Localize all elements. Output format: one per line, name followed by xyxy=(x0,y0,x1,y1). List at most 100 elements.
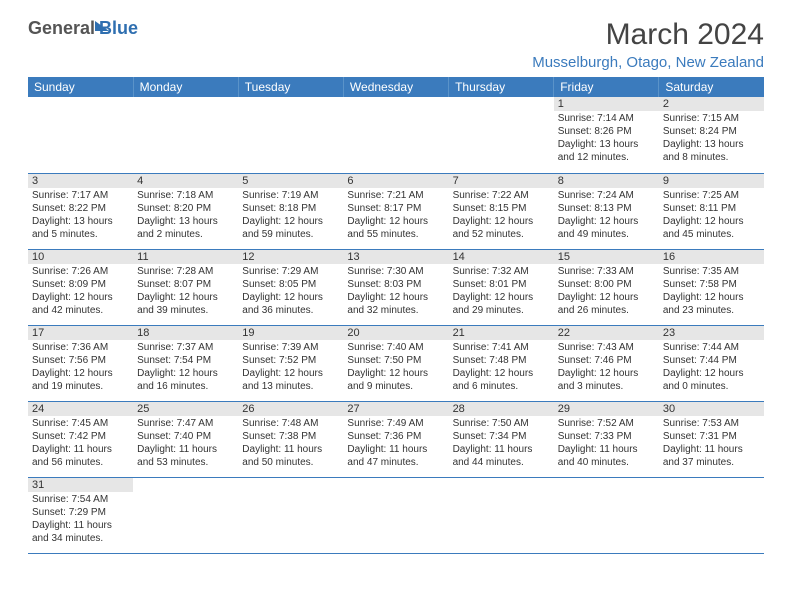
day-content: Sunrise: 7:32 AMSunset: 8:01 PMDaylight:… xyxy=(449,264,554,319)
calendar-day: 9Sunrise: 7:25 AMSunset: 8:11 PMDaylight… xyxy=(659,173,764,249)
day-number: 18 xyxy=(133,326,238,340)
day-number: 13 xyxy=(343,250,448,264)
calendar-day: 27Sunrise: 7:49 AMSunset: 7:36 PMDayligh… xyxy=(343,401,448,477)
calendar-day: 31Sunrise: 7:54 AMSunset: 7:29 PMDayligh… xyxy=(28,477,133,553)
calendar-day: 17Sunrise: 7:36 AMSunset: 7:56 PMDayligh… xyxy=(28,325,133,401)
day-number: 14 xyxy=(449,250,554,264)
day-number: 3 xyxy=(28,174,133,188)
calendar-week: 24Sunrise: 7:45 AMSunset: 7:42 PMDayligh… xyxy=(28,401,764,477)
day-content: Sunrise: 7:22 AMSunset: 8:15 PMDaylight:… xyxy=(449,188,554,243)
day-number: 9 xyxy=(659,174,764,188)
calendar-week: 10Sunrise: 7:26 AMSunset: 8:09 PMDayligh… xyxy=(28,249,764,325)
day-number: 8 xyxy=(554,174,659,188)
day-content: Sunrise: 7:41 AMSunset: 7:48 PMDaylight:… xyxy=(449,340,554,395)
day-number: 19 xyxy=(238,326,343,340)
calendar-day-empty xyxy=(449,477,554,553)
calendar-table: SundayMondayTuesdayWednesdayThursdayFrid… xyxy=(28,77,764,554)
calendar-day: 8Sunrise: 7:24 AMSunset: 8:13 PMDaylight… xyxy=(554,173,659,249)
calendar-day-empty xyxy=(238,97,343,173)
day-content: Sunrise: 7:37 AMSunset: 7:54 PMDaylight:… xyxy=(133,340,238,395)
calendar-day: 12Sunrise: 7:29 AMSunset: 8:05 PMDayligh… xyxy=(238,249,343,325)
location: Musselburgh, Otago, New Zealand xyxy=(532,54,764,71)
calendar-day-empty xyxy=(133,97,238,173)
calendar-day: 29Sunrise: 7:52 AMSunset: 7:33 PMDayligh… xyxy=(554,401,659,477)
day-number: 17 xyxy=(28,326,133,340)
calendar-day: 19Sunrise: 7:39 AMSunset: 7:52 PMDayligh… xyxy=(238,325,343,401)
calendar-day: 21Sunrise: 7:41 AMSunset: 7:48 PMDayligh… xyxy=(449,325,554,401)
day-content: Sunrise: 7:26 AMSunset: 8:09 PMDaylight:… xyxy=(28,264,133,319)
weekday-header: Wednesday xyxy=(343,77,448,97)
calendar-day: 14Sunrise: 7:32 AMSunset: 8:01 PMDayligh… xyxy=(449,249,554,325)
calendar-day-empty xyxy=(133,477,238,553)
weekday-header: Friday xyxy=(554,77,659,97)
calendar-day: 16Sunrise: 7:35 AMSunset: 7:58 PMDayligh… xyxy=(659,249,764,325)
logo-text-blue: Blue xyxy=(99,18,138,39)
calendar-day: 28Sunrise: 7:50 AMSunset: 7:34 PMDayligh… xyxy=(449,401,554,477)
day-content: Sunrise: 7:14 AMSunset: 8:26 PMDaylight:… xyxy=(554,111,659,166)
day-number: 22 xyxy=(554,326,659,340)
day-number: 6 xyxy=(343,174,448,188)
day-content: Sunrise: 7:15 AMSunset: 8:24 PMDaylight:… xyxy=(659,111,764,166)
month-title: March 2024 xyxy=(532,18,764,52)
day-number: 25 xyxy=(133,402,238,416)
calendar-day: 18Sunrise: 7:37 AMSunset: 7:54 PMDayligh… xyxy=(133,325,238,401)
day-content: Sunrise: 7:28 AMSunset: 8:07 PMDaylight:… xyxy=(133,264,238,319)
weekday-header: Thursday xyxy=(449,77,554,97)
day-content: Sunrise: 7:30 AMSunset: 8:03 PMDaylight:… xyxy=(343,264,448,319)
weekday-header: Monday xyxy=(133,77,238,97)
calendar-day: 2Sunrise: 7:15 AMSunset: 8:24 PMDaylight… xyxy=(659,97,764,173)
day-content: Sunrise: 7:53 AMSunset: 7:31 PMDaylight:… xyxy=(659,416,764,471)
day-number: 21 xyxy=(449,326,554,340)
calendar-body: 1Sunrise: 7:14 AMSunset: 8:26 PMDaylight… xyxy=(28,97,764,553)
day-content: Sunrise: 7:49 AMSunset: 7:36 PMDaylight:… xyxy=(343,416,448,471)
calendar-week: 17Sunrise: 7:36 AMSunset: 7:56 PMDayligh… xyxy=(28,325,764,401)
calendar-day-empty xyxy=(449,97,554,173)
day-number: 31 xyxy=(28,478,133,492)
day-number: 12 xyxy=(238,250,343,264)
calendar-day: 5Sunrise: 7:19 AMSunset: 8:18 PMDaylight… xyxy=(238,173,343,249)
day-content: Sunrise: 7:47 AMSunset: 7:40 PMDaylight:… xyxy=(133,416,238,471)
calendar-day: 23Sunrise: 7:44 AMSunset: 7:44 PMDayligh… xyxy=(659,325,764,401)
calendar-day: 7Sunrise: 7:22 AMSunset: 8:15 PMDaylight… xyxy=(449,173,554,249)
logo: General Blue xyxy=(28,18,138,39)
logo-text-general: General xyxy=(28,18,95,39)
day-content: Sunrise: 7:40 AMSunset: 7:50 PMDaylight:… xyxy=(343,340,448,395)
calendar-day-empty xyxy=(28,97,133,173)
calendar-day: 6Sunrise: 7:21 AMSunset: 8:17 PMDaylight… xyxy=(343,173,448,249)
calendar-day: 10Sunrise: 7:26 AMSunset: 8:09 PMDayligh… xyxy=(28,249,133,325)
weekday-header: Sunday xyxy=(28,77,133,97)
calendar-day-empty xyxy=(343,477,448,553)
day-content: Sunrise: 7:45 AMSunset: 7:42 PMDaylight:… xyxy=(28,416,133,471)
calendar-week: 1Sunrise: 7:14 AMSunset: 8:26 PMDaylight… xyxy=(28,97,764,173)
day-content: Sunrise: 7:21 AMSunset: 8:17 PMDaylight:… xyxy=(343,188,448,243)
calendar-day-empty xyxy=(238,477,343,553)
day-number: 10 xyxy=(28,250,133,264)
weekday-header: Saturday xyxy=(659,77,764,97)
day-content: Sunrise: 7:52 AMSunset: 7:33 PMDaylight:… xyxy=(554,416,659,471)
calendar-day: 25Sunrise: 7:47 AMSunset: 7:40 PMDayligh… xyxy=(133,401,238,477)
day-content: Sunrise: 7:54 AMSunset: 7:29 PMDaylight:… xyxy=(28,492,133,547)
weekday-header: Tuesday xyxy=(238,77,343,97)
day-number: 28 xyxy=(449,402,554,416)
day-content: Sunrise: 7:35 AMSunset: 7:58 PMDaylight:… xyxy=(659,264,764,319)
day-content: Sunrise: 7:39 AMSunset: 7:52 PMDaylight:… xyxy=(238,340,343,395)
calendar-day: 15Sunrise: 7:33 AMSunset: 8:00 PMDayligh… xyxy=(554,249,659,325)
calendar-day: 4Sunrise: 7:18 AMSunset: 8:20 PMDaylight… xyxy=(133,173,238,249)
calendar-day: 22Sunrise: 7:43 AMSunset: 7:46 PMDayligh… xyxy=(554,325,659,401)
calendar-week: 3Sunrise: 7:17 AMSunset: 8:22 PMDaylight… xyxy=(28,173,764,249)
day-content: Sunrise: 7:17 AMSunset: 8:22 PMDaylight:… xyxy=(28,188,133,243)
weekday-row: SundayMondayTuesdayWednesdayThursdayFrid… xyxy=(28,77,764,97)
calendar-day-empty xyxy=(659,477,764,553)
day-number: 23 xyxy=(659,326,764,340)
calendar-day: 3Sunrise: 7:17 AMSunset: 8:22 PMDaylight… xyxy=(28,173,133,249)
day-content: Sunrise: 7:36 AMSunset: 7:56 PMDaylight:… xyxy=(28,340,133,395)
day-number: 15 xyxy=(554,250,659,264)
calendar-day: 11Sunrise: 7:28 AMSunset: 8:07 PMDayligh… xyxy=(133,249,238,325)
day-number: 16 xyxy=(659,250,764,264)
calendar-week: 31Sunrise: 7:54 AMSunset: 7:29 PMDayligh… xyxy=(28,477,764,553)
day-number: 29 xyxy=(554,402,659,416)
day-number: 20 xyxy=(343,326,448,340)
day-content: Sunrise: 7:29 AMSunset: 8:05 PMDaylight:… xyxy=(238,264,343,319)
day-number: 11 xyxy=(133,250,238,264)
calendar-day: 30Sunrise: 7:53 AMSunset: 7:31 PMDayligh… xyxy=(659,401,764,477)
